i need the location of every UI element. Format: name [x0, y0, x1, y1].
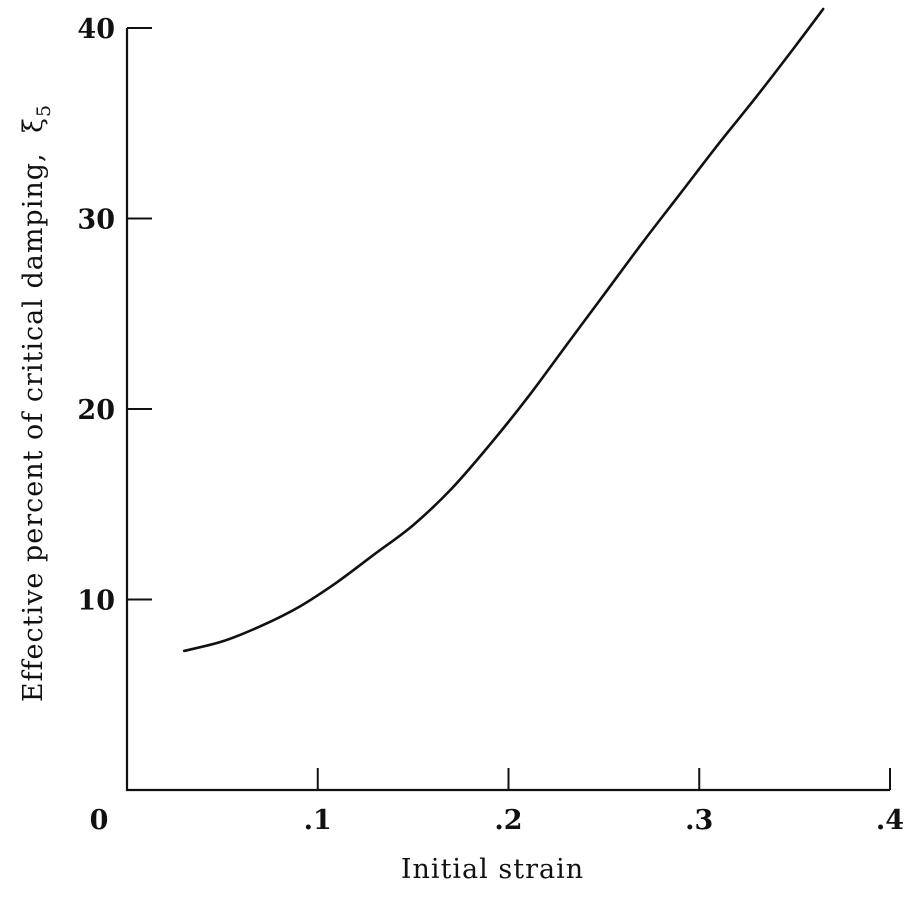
ticks: 10 20 30 40 .1 .2 .3 .4 0: [77, 14, 904, 836]
plot-area: [182, 7, 825, 653]
y-axis-title: Effective percent of critical damping, ξ…: [18, 104, 55, 702]
y-axis-title-symbol: ξ: [18, 117, 49, 133]
y-tick-label: 30: [77, 205, 115, 236]
y-tick-label: 20: [77, 395, 115, 426]
x-tick-label: .1: [304, 805, 332, 836]
axes-frame: [125, 28, 890, 792]
x-tick-label: .2: [494, 805, 522, 836]
y-axis-title-text: Effective percent of critical damping,: [18, 152, 49, 702]
damping-curve: [182, 7, 825, 653]
y-axis-title-group: Effective percent of critical damping, ξ…: [18, 104, 55, 702]
y-tick-label: 10: [77, 586, 115, 617]
axes: [125, 28, 890, 792]
x-tick-label: .3: [685, 805, 713, 836]
origin-label: 0: [90, 805, 109, 836]
x-axis-title: Initial strain: [401, 854, 584, 885]
y-axis-title-subscript: 5: [33, 104, 55, 117]
y-tick-label: 40: [77, 14, 115, 45]
x-tick-label: .4: [876, 805, 904, 836]
